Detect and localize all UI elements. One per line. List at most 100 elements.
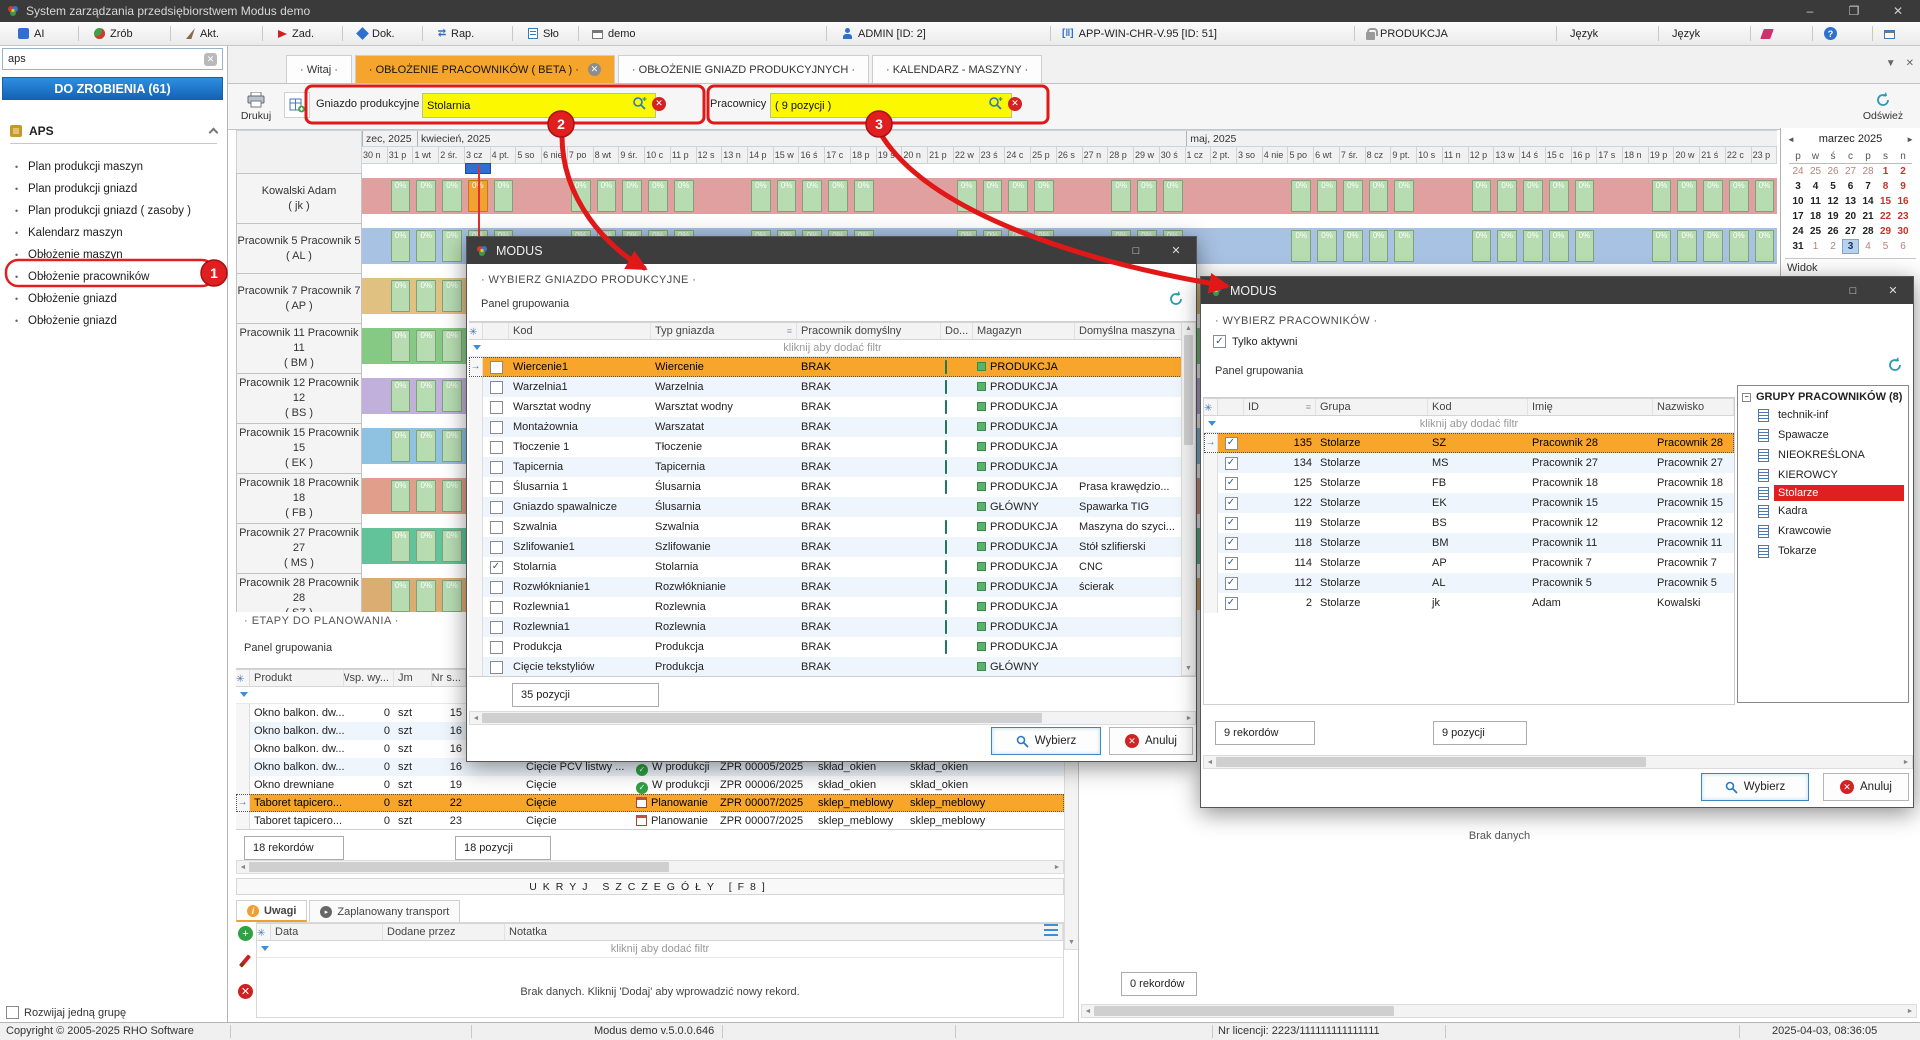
column-header-et-jm[interactable]: Jm xyxy=(394,670,432,686)
task-bar[interactable]: 0% xyxy=(982,180,1003,212)
calendar-day[interactable]: 2 xyxy=(1900,166,1906,177)
toolbar-theme-button[interactable] xyxy=(1758,22,1776,45)
dialog2-cancel-button[interactable]: ✕ Anuluj xyxy=(1823,773,1909,801)
gantt-resource-name[interactable]: Pracownik 18 Pracownik 18( FB ) xyxy=(236,473,362,524)
tab-1[interactable]: · Witaj · xyxy=(286,55,352,83)
row-checkbox[interactable] xyxy=(489,600,503,614)
toolbar-help-button[interactable]: ? xyxy=(1820,22,1841,45)
filter-icon[interactable] xyxy=(473,345,481,350)
gantt-resource-name[interactable]: Pracownik 7 Pracownik 7 ( AP ) xyxy=(236,273,362,324)
column-chooser-button[interactable] xyxy=(284,92,310,118)
task-bar[interactable]: 0% xyxy=(390,230,411,262)
task-bar[interactable]: 0% xyxy=(751,180,771,212)
task-bar[interactable]: 0% xyxy=(802,180,823,212)
task-bar[interactable]: 0% xyxy=(1471,180,1492,212)
dialog1-close-button[interactable]: ✕ xyxy=(1171,245,1181,257)
tab-list-dropdown-icon[interactable]: ▼ xyxy=(1885,58,1896,69)
calendar-day[interactable]: 4 xyxy=(1865,241,1871,252)
calendar-day[interactable]: 3 xyxy=(1841,239,1860,254)
task-bar[interactable]: 0% xyxy=(1523,230,1543,262)
task-bar[interactable]: 0% xyxy=(622,180,643,212)
gantt-resource-name[interactable]: Pracownik 27 Pracownik 27( MS ) xyxy=(236,523,362,574)
task-bar[interactable]: 0% xyxy=(390,480,411,512)
select-all-header[interactable] xyxy=(483,323,509,339)
tab-close-icon[interactable]: ✕ xyxy=(587,63,601,76)
gniazdo-filter-field[interactable]: Stolarnia xyxy=(422,93,656,118)
calendar-day[interactable]: 23 xyxy=(1897,211,1909,222)
dialog2-grouping-panel[interactable]: Panel grupowania xyxy=(1215,365,1304,377)
column-header-d2-kod[interactable]: Kod xyxy=(1428,399,1528,415)
calendar-day[interactable]: 11 xyxy=(1810,196,1821,207)
only-active-option[interactable]: ✓ Tylko aktywni xyxy=(1213,335,1297,348)
dialog1-cancel-button[interactable]: ✕ Anuluj xyxy=(1109,727,1193,755)
tree-item-8[interactable]: Tokarze xyxy=(1738,541,1908,561)
task-bar[interactable]: 0% xyxy=(390,380,411,412)
gantt-resource-name[interactable]: Pracownik 12 Pracownik 12( BS ) xyxy=(236,373,362,424)
dialog1-titlebar[interactable]: MODUS □ ✕ xyxy=(467,237,1196,264)
delete-note-button[interactable]: ✕ xyxy=(238,984,253,999)
calendar-day[interactable]: 1 xyxy=(1882,166,1889,177)
task-bar[interactable]: 0% xyxy=(442,430,462,462)
calendar-day[interactable]: 18 xyxy=(1809,211,1822,222)
task-bar[interactable]: 0% xyxy=(1162,180,1183,212)
calendar-prev-icon[interactable]: ◄ xyxy=(1787,134,1795,144)
dialog2-filter-row[interactable]: kliknij aby dodać filtr xyxy=(1204,416,1734,433)
pracownicy-lookup-icon[interactable] xyxy=(988,96,1003,111)
task-bar[interactable]: 0% xyxy=(442,180,462,212)
sidebar-item-1[interactable]: • Plan produkcji maszyn xyxy=(0,156,227,178)
table-row[interactable]: Tapicernia Tapicernia BRAK PRODUKCJA xyxy=(469,457,1196,477)
table-row[interactable]: Warzelnia1 Warzelnia BRAK PRODUKCJA xyxy=(469,377,1196,397)
column-header-d1-do[interactable]: Do... xyxy=(941,323,973,339)
maximize-button[interactable]: ❐ xyxy=(1848,4,1860,18)
calendar-day[interactable]: 7 xyxy=(1865,181,1871,192)
task-bar[interactable]: 0% xyxy=(1394,230,1415,262)
table-row[interactable]: → ✓ 135 Stolarze SZ Pracownik 28 Pracownik 28 xyxy=(1204,433,1734,453)
tree-item-4[interactable]: KIEROWCY xyxy=(1738,465,1908,485)
calendar-day[interactable]: 25 xyxy=(1809,166,1822,177)
task-bar[interactable]: 0% xyxy=(390,580,411,612)
table-row[interactable]: Warsztat wodny Warsztat wodny BRAK PRODUKCJ… xyxy=(469,397,1196,417)
row-checkbox[interactable]: ✓ xyxy=(1224,576,1238,590)
row-checkbox[interactable] xyxy=(489,660,503,674)
calendar-day[interactable]: 9 xyxy=(1900,181,1906,192)
column-header-uw-data[interactable]: Data xyxy=(271,924,383,940)
tree-item-7[interactable]: Krawcowie xyxy=(1738,521,1908,541)
column-header-et-nr[interactable]: Nr s... xyxy=(432,670,466,686)
row-checkbox[interactable]: ✓ xyxy=(1224,496,1238,510)
column-header-et-wsp[interactable]: Wsp. wy... xyxy=(344,670,394,686)
toolbar-akt-button[interactable]: Akt. xyxy=(182,22,223,45)
table-row[interactable]: Produkcja Produkcja BRAK PRODUKCJA xyxy=(469,637,1196,657)
calendar-day[interactable]: 27 xyxy=(1844,166,1857,177)
calendar-day[interactable]: 19 xyxy=(1827,211,1839,222)
task-bar[interactable]: 0% xyxy=(673,180,694,212)
sidebar-item-6[interactable]: • Obłożenie pracowników xyxy=(0,266,227,288)
calendar-day[interactable]: 17 xyxy=(1792,211,1804,222)
task-bar[interactable]: 0% xyxy=(1394,180,1415,212)
calendar-day[interactable]: 3 xyxy=(1795,181,1801,192)
toolbar-produkcja-button[interactable]: PRODUKCJA xyxy=(1362,22,1452,45)
print-button[interactable]: Drukuj xyxy=(236,86,276,128)
calendar-day[interactable]: 28 xyxy=(1862,226,1874,237)
calendar-day[interactable]: 22 xyxy=(1879,211,1892,222)
add-note-button[interactable]: + xyxy=(238,926,253,941)
calendar-day[interactable]: 15 xyxy=(1879,196,1892,207)
toolbar-admin-button[interactable]: ADMIN [ID: 2] xyxy=(838,22,930,45)
filter-icon[interactable] xyxy=(240,692,248,697)
sidebar-item-8[interactable]: • Obłożenie gniazd xyxy=(0,310,227,332)
row-checkbox[interactable] xyxy=(489,640,503,654)
row-checkbox[interactable] xyxy=(489,460,503,474)
task-bar[interactable]: 0% xyxy=(1703,180,1723,212)
task-bar[interactable]: 0% xyxy=(828,180,848,212)
refresh-button[interactable]: Odśwież xyxy=(1856,86,1910,128)
row-checkbox[interactable]: ✓ xyxy=(1224,436,1238,450)
task-bar[interactable]: 0% xyxy=(1728,180,1749,212)
task-bar[interactable]: 0% xyxy=(1651,180,1672,212)
task-bar[interactable]: 0% xyxy=(416,530,437,562)
calendar-day[interactable]: 25 xyxy=(1809,226,1822,237)
task-bar[interactable]: 0% xyxy=(442,280,462,312)
calendar-day[interactable]: 24 xyxy=(1792,166,1804,177)
uwagi-filter-row[interactable]: kliknij aby dodać filtr xyxy=(257,941,1063,958)
list-settings-icon[interactable] xyxy=(1044,924,1058,936)
task-bar[interactable]: 0% xyxy=(1342,230,1363,262)
task-bar[interactable]: 0% xyxy=(1008,180,1029,212)
